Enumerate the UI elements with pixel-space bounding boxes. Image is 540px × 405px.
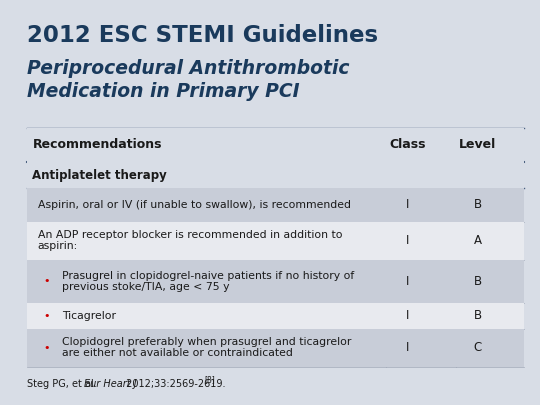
Text: Ticagrelor: Ticagrelor (62, 311, 116, 321)
Text: aspirin:: aspirin: (38, 241, 78, 252)
Text: C: C (474, 341, 482, 354)
Text: I: I (406, 234, 409, 247)
Text: [8]: [8] (204, 375, 215, 384)
Text: B: B (474, 275, 482, 288)
Text: •: • (43, 343, 50, 353)
Text: Eur Heart J: Eur Heart J (84, 379, 136, 389)
Text: Antiplatelet therapy: Antiplatelet therapy (32, 168, 167, 182)
Text: A: A (474, 234, 482, 247)
Text: previous stoke/TIA, age < 75 y: previous stoke/TIA, age < 75 y (62, 282, 230, 292)
Text: Clopidogrel preferably when prasugrel and ticagrelor: Clopidogrel preferably when prasugrel an… (62, 337, 352, 347)
Text: Level: Level (460, 138, 496, 151)
Text: . 2012;33:2569-2619.: . 2012;33:2569-2619. (120, 379, 226, 389)
Text: B: B (474, 198, 482, 211)
Text: I: I (406, 198, 409, 211)
Text: •: • (43, 276, 50, 286)
Text: Prasugrel in clopidogrel-naive patients if no history of: Prasugrel in clopidogrel-naive patients … (62, 271, 354, 281)
Text: Steg PG, et al.: Steg PG, et al. (27, 379, 100, 389)
Text: Recommendations: Recommendations (32, 138, 162, 151)
Text: Periprocedural Antithrombotic
Medication in Primary PCI: Periprocedural Antithrombotic Medication… (27, 59, 349, 101)
Text: I: I (406, 275, 409, 288)
Text: B: B (474, 309, 482, 322)
Text: I: I (406, 341, 409, 354)
Text: •: • (43, 311, 50, 321)
Text: are either not available or contraindicated: are either not available or contraindica… (62, 348, 293, 358)
Text: Aspirin, oral or IV (if unable to swallow), is recommended: Aspirin, oral or IV (if unable to swallo… (38, 200, 351, 210)
Text: I: I (406, 309, 409, 322)
Text: An ADP receptor blocker is recommended in addition to: An ADP receptor blocker is recommended i… (38, 230, 342, 240)
Text: Class: Class (389, 138, 426, 151)
Text: 2012 ESC STEMI Guidelines: 2012 ESC STEMI Guidelines (27, 24, 378, 47)
